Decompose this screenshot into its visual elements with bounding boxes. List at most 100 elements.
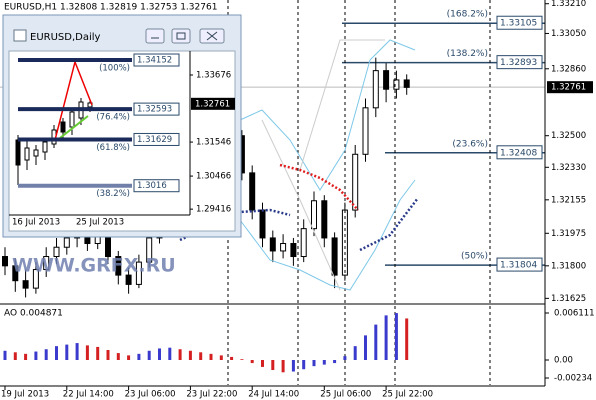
ao-bar [199, 352, 203, 360]
y-tick-label: -0.00234 [554, 374, 592, 384]
candle-body [115, 256, 122, 276]
fib-price-box [496, 257, 543, 272]
y-tick-label: 1.32500 [551, 131, 586, 141]
candle-body [12, 265, 19, 282]
candle-body [146, 237, 153, 263]
button-glyphs [151, 31, 218, 41]
current-price-box [547, 81, 593, 94]
ao-bar [364, 335, 367, 360]
x-tick-label: 23 Jul 22:00 [186, 390, 237, 400]
fib-percent: (23.6%) [452, 139, 488, 149]
x-tick-label: 24 Jul 14:00 [248, 390, 299, 400]
fib-price-box [133, 102, 180, 116]
window-title: EURUSD,Daily [30, 32, 101, 43]
fib-percent: (138.2%) [447, 49, 488, 59]
trend-line [59, 115, 89, 139]
trend-line [299, 39, 385, 171]
candle-body [43, 256, 50, 271]
y-tick-label: 1.32860 [551, 64, 586, 74]
ao-bar [250, 360, 254, 364]
ao-bar [343, 356, 347, 360]
ao-bar [312, 360, 316, 367]
fib-price-box [133, 179, 180, 193]
y-tick-label: 1.33050 [551, 29, 586, 39]
candle-body [63, 237, 70, 248]
ao-bar [55, 346, 58, 360]
fib-percent: (76.4%) [96, 113, 130, 123]
candle-body [249, 172, 256, 211]
candle-body [300, 228, 307, 258]
candle-body [383, 70, 390, 90]
fib-percent: (50%) [461, 252, 488, 262]
y-tick-label: 1.31625 [551, 294, 586, 304]
parabolic-sar [359, 197, 419, 252]
y-tick-label: 1.31546 [196, 138, 231, 148]
ao-bar [116, 353, 120, 360]
fib-price: 1.32593 [137, 105, 172, 115]
candle-body [22, 280, 29, 289]
fib-price: 1.31629 [137, 135, 172, 145]
y-tick-label: 0.006111 [554, 308, 595, 318]
ao-bar [302, 360, 306, 370]
x-tick-label: 22 Jul 14:00 [63, 390, 114, 400]
candle-body [2, 256, 8, 267]
band-lower [239, 179, 416, 291]
ao-bar [394, 313, 398, 360]
candle-body [290, 243, 297, 258]
fib-price: 1.33105 [500, 19, 537, 29]
candle-body [403, 79, 410, 88]
y-tick-label: 1.30466 [196, 172, 231, 182]
ao-title: AO 0.004871 [4, 309, 63, 319]
y-tick-label: 0.00 [554, 356, 573, 366]
candle-body [259, 209, 266, 239]
ao-bar [374, 324, 378, 360]
watermark: WWW.GRFX.RU [12, 255, 176, 277]
candle-body [372, 70, 379, 109]
ao-bar [168, 347, 172, 360]
minimize-button[interactable] [145, 28, 165, 44]
fib-price-box [133, 132, 180, 146]
current-price-label: 1.32761 [551, 83, 586, 93]
ao-bar [281, 360, 285, 373]
maximize-button[interactable] [171, 28, 191, 44]
candle-body [311, 200, 317, 230]
y-tick-label: 1.33210 [551, 0, 586, 9]
fib-percent: (168.2%) [447, 10, 488, 20]
current-price-box [191, 97, 235, 110]
ao-bar [127, 355, 131, 360]
symbol-header: EURUSD,H1 1.32808 1.32819 1.32753 1.3276… [4, 3, 217, 13]
trend-line [261, 119, 341, 291]
ao-bar [137, 353, 141, 360]
ao-bar [333, 360, 337, 364]
ao-bar [384, 315, 388, 360]
ao-bar [209, 353, 213, 360]
candle-body [53, 246, 60, 258]
price-panel: 1.33210 1.33050 1.32860 1.32500 1.32330 1.321… [0, 0, 593, 304]
ao-bar [147, 350, 151, 360]
candle-body [280, 243, 287, 252]
candle-body [32, 269, 39, 289]
fib-price: 1.31804 [500, 261, 537, 271]
ao-bar [322, 360, 326, 365]
x-tick-label: 25 Jul 22:00 [382, 390, 433, 400]
x-tick-label: 19 Jul 2013 [1, 390, 49, 400]
ao-bar [13, 352, 17, 360]
x-tick-label: 25 Jul 06:00 [320, 390, 371, 400]
ao-bar [219, 355, 223, 360]
candle-body [135, 261, 142, 285]
ao-bar [24, 353, 28, 360]
fib-percent: (61.8%) [96, 143, 130, 153]
ao-bar [188, 350, 192, 360]
fib-percent: (100%) [99, 64, 130, 74]
y-tick-label: 1.32330 [551, 163, 586, 173]
fib-price-box [496, 55, 543, 70]
fib-price-box [496, 15, 543, 30]
ao-bar [240, 359, 244, 360]
candle-body [125, 274, 132, 285]
x-tick-label: 23 Jul 06:00 [125, 390, 176, 400]
ao-bar [75, 343, 79, 360]
ao-bar [96, 346, 100, 360]
band-upper [239, 39, 416, 191]
